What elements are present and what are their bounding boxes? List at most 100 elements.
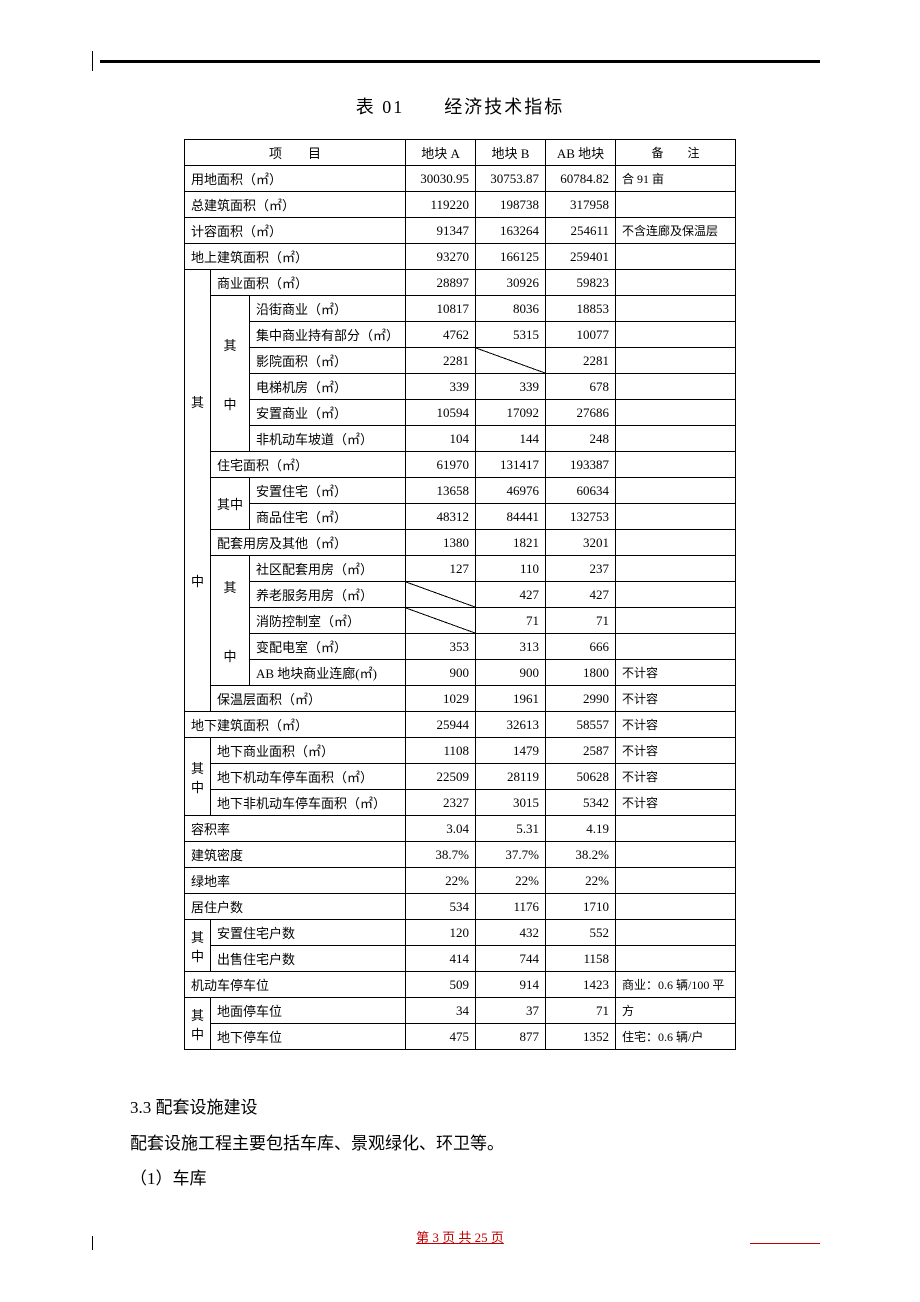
cell: 4762 [406, 322, 476, 348]
row-label: 商业面积（㎡） [210, 270, 405, 296]
cell: 71 [476, 608, 546, 634]
row-label: 地面停车位 [210, 998, 405, 1024]
cell: 1479 [476, 738, 546, 764]
paragraph: 配套设施工程主要包括车库、景观绿化、环卫等。 [130, 1126, 820, 1162]
group-label: 其 中 [210, 556, 249, 686]
cell: 914 [476, 972, 546, 998]
cell: 合 91 亩 [616, 166, 736, 192]
row-label: 绿地率 [184, 868, 405, 894]
cell: 方 [616, 998, 736, 1024]
row-label: 出售住宅户数 [210, 946, 405, 972]
cell: 50628 [546, 764, 616, 790]
cell: 666 [546, 634, 616, 660]
page: 表 01 经济技术指标 项 目 地块 A 地块 B AB 地块 备 注 用地面积… [0, 0, 920, 1276]
group-label: 其 中 [210, 296, 249, 452]
table-row: 影院面积（㎡） 2281 2281 [184, 348, 735, 374]
cell: 38.2% [546, 842, 616, 868]
table-row: 配套用房及其他（㎡） 1380 1821 3201 [184, 530, 735, 556]
cell [616, 374, 736, 400]
cell: 58557 [546, 712, 616, 738]
cell [616, 634, 736, 660]
cell [616, 192, 736, 218]
cell: 427 [476, 582, 546, 608]
table-row: 地上建筑面积（㎡） 93270 166125 259401 [184, 244, 735, 270]
table-row: 其 中 地下商业面积（㎡） 1108 1479 2587 不计容 [184, 738, 735, 764]
cell: 900 [406, 660, 476, 686]
cell: 1423 [546, 972, 616, 998]
cell [616, 478, 736, 504]
cell [476, 348, 546, 374]
cell: 900 [476, 660, 546, 686]
table-row: 变配电室（㎡） 353 313 666 [184, 634, 735, 660]
row-label: 容积率 [184, 816, 405, 842]
cell: 1176 [476, 894, 546, 920]
cell: 475 [406, 1024, 476, 1050]
cell: 259401 [546, 244, 616, 270]
cell: 37.7% [476, 842, 546, 868]
col-header-project: 项 目 [184, 140, 405, 166]
cell: 339 [406, 374, 476, 400]
cell: 91347 [406, 218, 476, 244]
row-label: 社区配套用房（㎡） [250, 556, 406, 582]
cell: 1800 [546, 660, 616, 686]
cell: 552 [546, 920, 616, 946]
cell: 84441 [476, 504, 546, 530]
row-label: 建筑密度 [184, 842, 405, 868]
cell: 28119 [476, 764, 546, 790]
cell: 30030.95 [406, 166, 476, 192]
table-row: 保温层面积（㎡） 1029 1961 2990 不计容 [184, 686, 735, 712]
cell: 414 [406, 946, 476, 972]
text: 其 [191, 1005, 204, 1024]
table-row: 居住户数 534 1176 1710 [184, 894, 735, 920]
cell: 48312 [406, 504, 476, 530]
indicators-table: 项 目 地块 A 地块 B AB 地块 备 注 用地面积（㎡） 30030.95… [184, 139, 736, 1050]
cell: 2587 [546, 738, 616, 764]
cell: 不计容 [616, 660, 736, 686]
cell: 46976 [476, 478, 546, 504]
cell: 1158 [546, 946, 616, 972]
cell: 10077 [546, 322, 616, 348]
cell: 198738 [476, 192, 546, 218]
cell: 34 [406, 998, 476, 1024]
row-label: 养老服务用房（㎡） [250, 582, 406, 608]
table-row: 出售住宅户数 414 744 1158 [184, 946, 735, 972]
text: 其 [191, 927, 204, 946]
cell: 132753 [546, 504, 616, 530]
row-label: AB 地块商业连廊(㎡) [250, 660, 406, 686]
text: 其 [217, 577, 243, 596]
cell: 509 [406, 972, 476, 998]
footer-line [750, 1243, 820, 1244]
cell: 248 [546, 426, 616, 452]
cell: 1821 [476, 530, 546, 556]
cell: 25944 [406, 712, 476, 738]
cell: 住宅：0.6 辆/户 [616, 1024, 736, 1050]
page-footer: 第 3 页 共 25 页 [100, 1227, 820, 1246]
table-row: 其 中 商业面积（㎡） 28897 30926 59823 [184, 270, 735, 296]
col-header-a: 地块 A [406, 140, 476, 166]
cell: 不含连廊及保温层 [616, 218, 736, 244]
cell: 119220 [406, 192, 476, 218]
cell: 32613 [476, 712, 546, 738]
cell: 120 [406, 920, 476, 946]
table-row: 商品住宅（㎡） 48312 84441 132753 [184, 504, 735, 530]
cell [616, 920, 736, 946]
table-row: 电梯机房（㎡） 339 339 678 [184, 374, 735, 400]
cell: 3.04 [406, 816, 476, 842]
text: 其 [191, 392, 204, 411]
cell [616, 868, 736, 894]
cell: 22% [546, 868, 616, 894]
cell: 1108 [406, 738, 476, 764]
row-label: 地下非机动车停车面积（㎡） [210, 790, 405, 816]
row-label: 计容面积（㎡） [184, 218, 405, 244]
table-row: 其 中 安置住宅户数 120 432 552 [184, 920, 735, 946]
row-label: 机动车停车位 [184, 972, 405, 998]
table-row: 其 中 地面停车位 34 37 71 方 [184, 998, 735, 1024]
table-row: 其 中 社区配套用房（㎡） 127 110 237 [184, 556, 735, 582]
table-row: 计容面积（㎡） 91347 163264 254611 不含连廊及保温层 [184, 218, 735, 244]
row-label: 电梯机房（㎡） [250, 374, 406, 400]
cell: 254611 [546, 218, 616, 244]
cell: 22% [476, 868, 546, 894]
row-label: 变配电室（㎡） [250, 634, 406, 660]
table-row: 集中商业持有部分（㎡） 4762 5315 10077 [184, 322, 735, 348]
row-label: 保温层面积（㎡） [210, 686, 405, 712]
